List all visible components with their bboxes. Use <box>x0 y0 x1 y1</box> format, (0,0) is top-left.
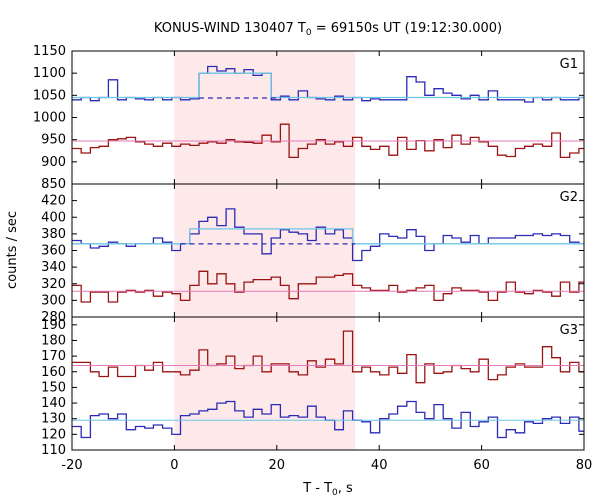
panel-label-g3: G3 <box>560 323 578 338</box>
series-g2-blue <box>72 208 584 262</box>
y-axis-title: counts / sec <box>5 211 20 289</box>
series-g1-red <box>72 123 584 159</box>
panel-g3-series <box>72 330 584 439</box>
y-tick-label: 280 <box>41 310 66 325</box>
y-tick-label: 1050 <box>33 88 66 103</box>
x-tick-label: 60 <box>473 458 490 473</box>
y-tick-label: 320 <box>41 277 66 292</box>
y-tick-label: 900 <box>41 155 66 170</box>
y-tick-label: 160 <box>41 365 66 380</box>
x-tick-label: 80 <box>576 458 593 473</box>
panel-g1-series <box>72 65 584 159</box>
x-axis-title: T - T0, s <box>302 481 353 498</box>
series-g3-red <box>72 330 584 384</box>
y-tick-label: 420 <box>41 194 66 209</box>
y-tick-label: 170 <box>41 349 66 364</box>
x-tick-label: 20 <box>269 458 286 473</box>
x-tick-label: 40 <box>371 458 388 473</box>
y-tick-label: 1100 <box>33 66 66 81</box>
axis-layer: 8509009501000105011001150G12803003203403… <box>33 44 592 473</box>
y-tick-label: 950 <box>41 133 66 148</box>
panel-label-g2: G2 <box>560 190 578 205</box>
panel-frame-g3 <box>71 316 585 451</box>
y-tick-label: 1000 <box>33 111 66 126</box>
y-tick-label: 850 <box>41 177 66 192</box>
x-tick-label: -20 <box>61 458 82 473</box>
y-tick-label: 300 <box>41 293 66 308</box>
data-layer <box>72 65 584 439</box>
y-tick-label: 340 <box>41 260 66 275</box>
shaded-interval-layer <box>174 51 356 450</box>
y-tick-label: 130 <box>41 412 66 427</box>
chart-title: KONUS-WIND 130407 T0 = 69150s UT (19:12:… <box>154 21 502 38</box>
x-tick-label: 0 <box>170 458 178 473</box>
y-tick-label: 140 <box>41 396 66 411</box>
series-g1-cyan-step <box>72 72 584 99</box>
panel-g2-series <box>72 208 584 303</box>
y-tick-label: 190 <box>41 318 66 333</box>
y-tick-label: 120 <box>41 427 66 442</box>
y-tick-label: 110 <box>41 443 66 458</box>
y-tick-label: 1150 <box>33 44 66 59</box>
y-tick-label: 150 <box>41 380 66 395</box>
y-tick-label: 380 <box>41 227 66 242</box>
y-tick-label: 400 <box>41 210 66 225</box>
y-tick-label: 360 <box>41 244 66 259</box>
panel-label-g1: G1 <box>560 57 578 72</box>
series-g2-cyan-step <box>72 228 584 245</box>
y-tick-label: 180 <box>41 333 66 348</box>
series-g2-red <box>72 270 584 303</box>
shaded-interval <box>174 51 356 450</box>
